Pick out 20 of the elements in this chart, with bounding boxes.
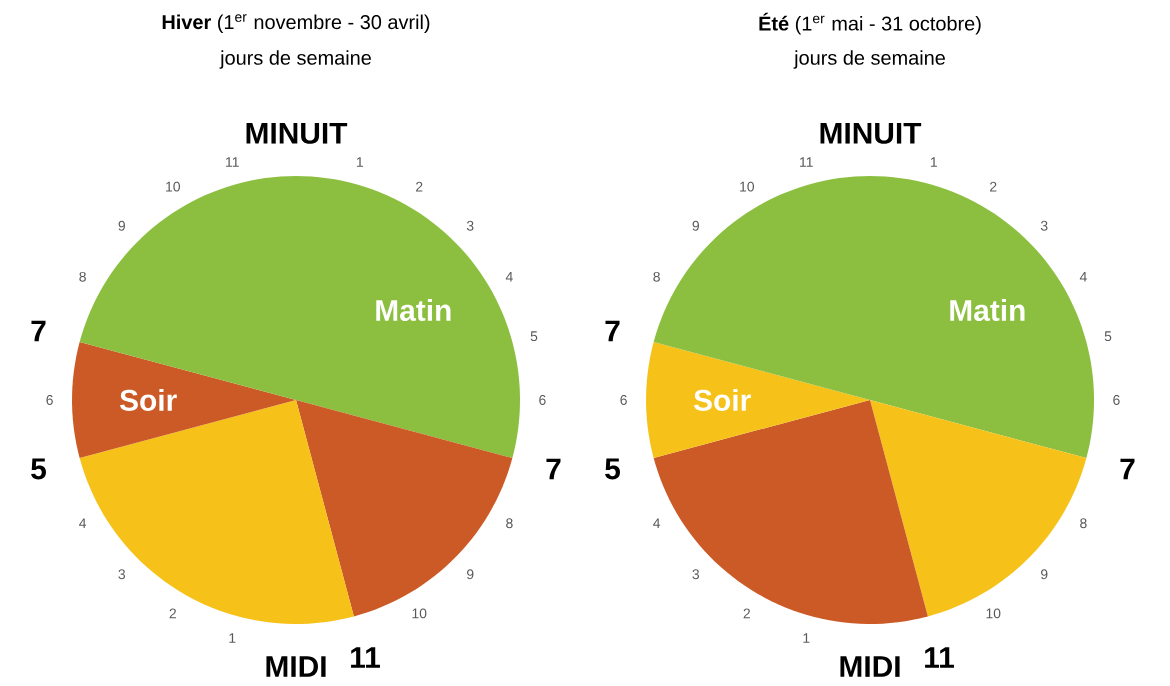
chart-title: Été (1$^{er}$ mai - 31 octobre) xyxy=(759,12,981,35)
text: MIDI xyxy=(266,656,326,677)
text: MINUIT xyxy=(820,123,922,144)
chart-title: Hiver (1$^{er}$ novembre - 30 avril) xyxy=(162,14,430,34)
slice-label: Soir xyxy=(693,388,751,411)
chart-subtitle: jours de semaine xyxy=(793,50,945,69)
text: 7 xyxy=(1120,458,1135,480)
text: MIDI xyxy=(840,656,900,677)
text: MINUIT xyxy=(246,123,348,144)
text: 11 xyxy=(925,647,954,668)
slice-label: Soir xyxy=(119,388,177,411)
text: 7 xyxy=(605,320,620,342)
text: 7 xyxy=(31,320,46,342)
text: 7 xyxy=(546,458,561,480)
text: 5 xyxy=(31,458,46,480)
slice-label: Matin xyxy=(376,299,451,321)
chart-subtitle: jours de semaine xyxy=(219,50,371,69)
text: 5 xyxy=(605,458,620,480)
text: 11 xyxy=(351,647,380,668)
slice-label: Matin xyxy=(950,299,1025,321)
